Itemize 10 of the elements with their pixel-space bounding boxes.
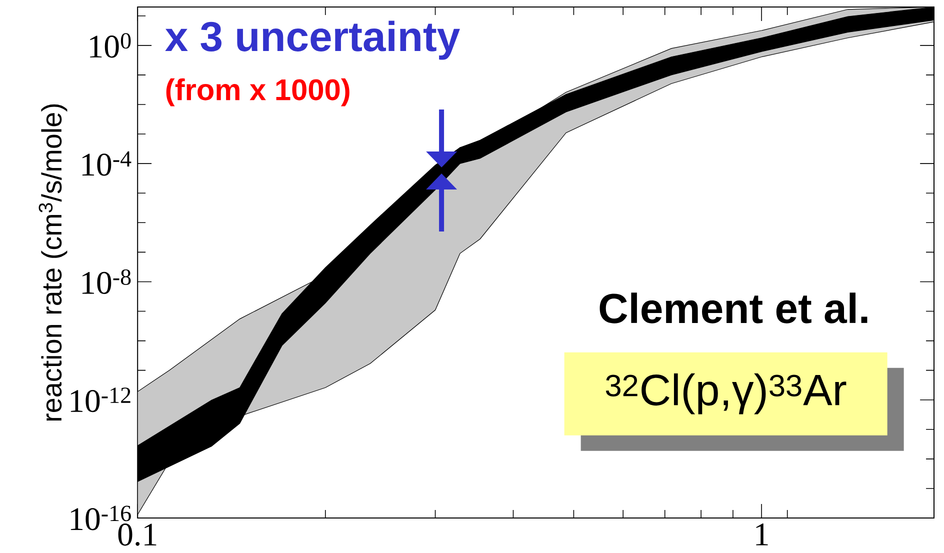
y-tick-label: 10$^{-12}$ xyxy=(70,388,130,412)
annotation: x 3 uncertainty xyxy=(165,20,460,60)
y-tick-label: 10$^{-8}$ xyxy=(82,269,131,294)
annotation: (from x 1000) xyxy=(166,78,350,106)
annotation: $^{32}$Cl(p,γ)$^{33}$Ar xyxy=(606,373,846,414)
y-tick-label: 10$^{0}$ xyxy=(90,33,131,58)
x-tick-label: 1 xyxy=(756,524,768,546)
y-axis-title: reaction rate (cm$^{3}$/s/mole) xyxy=(38,104,68,421)
y-tick-label: 10$^{-4}$ xyxy=(82,151,132,176)
annotation: Clement et al. xyxy=(600,292,868,324)
